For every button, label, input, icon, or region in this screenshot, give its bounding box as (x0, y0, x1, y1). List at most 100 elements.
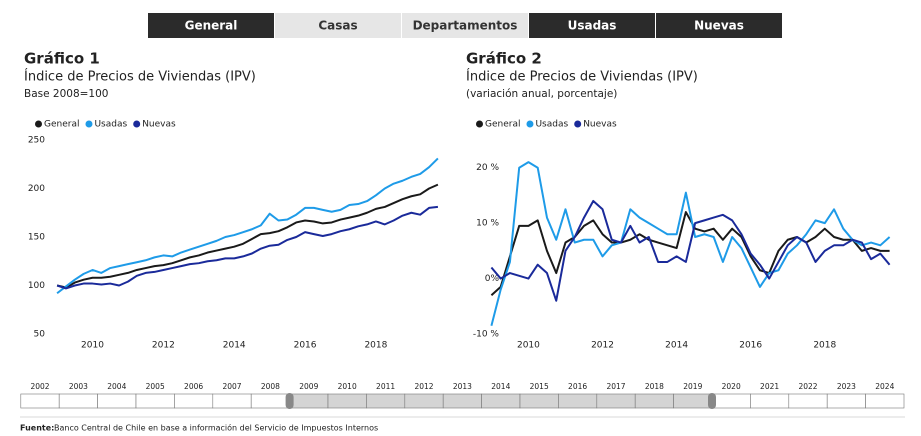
x-tick-label: 2014 (665, 341, 688, 351)
timeline-cell[interactable] (673, 393, 713, 409)
chart-subtitle: Índice de Precios de Viviendas (IPV) (24, 69, 256, 85)
timeline-cell[interactable] (711, 393, 751, 409)
timeline-year: 2010 (338, 382, 357, 391)
timeline-year: 2017 (606, 382, 625, 391)
timeline-year: 2012 (414, 382, 433, 391)
timeline-year: 2005 (146, 382, 165, 391)
timeline-cell[interactable] (327, 393, 367, 409)
tab[interactable] (275, 13, 401, 38)
x-tick-label: 2018 (813, 341, 836, 351)
timeline-year: 2004 (107, 382, 126, 391)
timeline-cell[interactable] (634, 393, 674, 409)
tab-label[interactable]: Casas (318, 19, 357, 33)
range-handle[interactable] (708, 393, 716, 409)
tab-label[interactable]: Usadas (568, 19, 617, 33)
legend-marker (526, 120, 534, 128)
y-tick-label: 200 (28, 184, 45, 194)
y-tick-label: 50 (34, 330, 46, 340)
tab-label[interactable]: Departamentos (413, 19, 518, 33)
timeline-cell[interactable] (212, 393, 252, 409)
y-tick-label: 100 (28, 281, 45, 291)
x-tick-label: 2016 (294, 341, 317, 351)
timeline-cell[interactable] (135, 393, 175, 409)
x-tick-label: 2012 (591, 341, 614, 351)
timeline-cell[interactable] (788, 393, 828, 409)
y-tick-label: 20 % (476, 163, 499, 173)
x-tick-label: 2010 (517, 341, 540, 351)
series-line (56, 205, 439, 290)
timeline-year: 2007 (222, 382, 241, 391)
legend-label: Usadas (535, 120, 568, 130)
legend-marker (476, 120, 483, 128)
timeline-year: 2016 (568, 382, 587, 391)
timeline-cell[interactable] (289, 393, 329, 409)
chart-title: Gráfico 2 (466, 50, 542, 68)
legend-label: General (485, 120, 520, 130)
timeline-year: 2024 (875, 382, 894, 391)
timeline-year: 2013 (453, 382, 472, 391)
timeline-cell[interactable] (58, 393, 98, 409)
chart-title: Gráfico 1 (24, 50, 100, 68)
series-line (56, 157, 439, 295)
x-tick-label: 2018 (364, 341, 387, 351)
tab[interactable] (148, 13, 274, 38)
x-tick-label: 2010 (81, 341, 104, 351)
y-tick-label: 250 (28, 136, 45, 146)
tab[interactable] (402, 13, 528, 38)
y-tick-label: 0% (485, 274, 500, 284)
tab[interactable] (656, 13, 782, 38)
timeline-cell[interactable] (826, 393, 866, 409)
timeline-cell[interactable] (596, 393, 636, 409)
timeline-cell[interactable] (20, 393, 60, 409)
legend-marker (35, 120, 42, 128)
timeline-cell[interactable] (558, 393, 598, 409)
legend-label: Usadas (94, 120, 127, 130)
timeline-year: 2021 (760, 382, 779, 391)
timeline-year: 2003 (69, 382, 88, 391)
tab-label[interactable]: Nuevas (694, 19, 744, 33)
timeline-year: 2008 (261, 382, 280, 391)
series-line (56, 183, 439, 289)
timeline-year: 2018 (645, 382, 664, 391)
timeline-year: 2023 (837, 382, 856, 391)
tab-label[interactable]: General (185, 19, 238, 33)
series-line (490, 211, 890, 296)
chart-note: (variación anual, porcentaje) (466, 88, 617, 100)
x-tick-label: 2012 (152, 341, 175, 351)
timeline-cell[interactable] (174, 393, 214, 409)
legend-label: General (44, 120, 79, 130)
timeline-year: 2015 (530, 382, 549, 391)
source-text: Banco Central de Chile en base a informa… (54, 423, 378, 433)
timeline-cell[interactable] (865, 393, 905, 409)
legend-marker (85, 120, 93, 128)
series-line (490, 199, 891, 302)
timeline-cell[interactable] (481, 393, 521, 409)
y-tick-label: 150 (28, 233, 45, 243)
timeline-year: 2002 (30, 382, 49, 391)
series-line (490, 161, 891, 326)
legend-marker (133, 120, 141, 128)
x-tick-label: 2014 (223, 341, 246, 351)
timeline-cell[interactable] (442, 393, 482, 409)
legend-marker (574, 120, 582, 128)
timeline-year: 2014 (491, 382, 510, 391)
timeline-year: 2019 (683, 382, 702, 391)
timeline-cell[interactable] (366, 393, 406, 409)
y-tick-label: 10 % (476, 219, 499, 229)
timeline-year: 2011 (376, 382, 395, 391)
timeline-cell[interactable] (404, 393, 444, 409)
timeline-cell[interactable] (97, 393, 137, 409)
legend-label: Nuevas (583, 120, 617, 130)
tab[interactable] (529, 13, 655, 38)
x-tick-label: 2016 (739, 341, 762, 351)
y-tick-label: -10 % (473, 330, 500, 340)
chart-subtitle: Índice de Precios de Viviendas (IPV) (466, 69, 698, 85)
range-handle[interactable] (285, 393, 294, 409)
timeline-year: 2020 (722, 382, 741, 391)
timeline-cell[interactable] (519, 393, 559, 409)
timeline-year: 2006 (184, 382, 203, 391)
timeline-cell[interactable] (250, 393, 290, 409)
timeline-cell[interactable] (750, 393, 790, 409)
